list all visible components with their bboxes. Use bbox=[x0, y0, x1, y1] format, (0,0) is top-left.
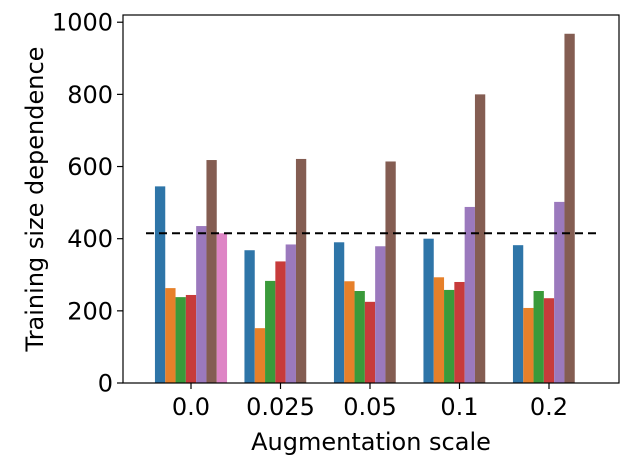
bar-0.2-series-4 bbox=[543, 298, 555, 383]
x-tick-label: 0.05 bbox=[343, 393, 396, 421]
bar-0.05-series-3 bbox=[354, 291, 365, 383]
x-axis-ticks: 0.0 0.025 0.05 0.1 0.2 bbox=[172, 383, 568, 421]
y-tick-label: 200 bbox=[67, 297, 113, 325]
y-tick-label: 1000 bbox=[52, 9, 113, 37]
bar-0.025-series-3 bbox=[265, 280, 276, 383]
bar-0.0-series-7 bbox=[216, 233, 228, 383]
bar-0.025-series-2 bbox=[254, 328, 266, 383]
x-axis-label: Augmentation scale bbox=[251, 428, 491, 456]
bar-0.2-series-6 bbox=[564, 33, 575, 383]
bar-0.1-series-4 bbox=[454, 281, 465, 383]
bar-0.0-series-6 bbox=[206, 160, 217, 383]
bar-0.1-series-5 bbox=[464, 206, 475, 383]
bar-0.05-series-1 bbox=[333, 242, 345, 383]
y-tick-label: 400 bbox=[67, 225, 113, 253]
bar-0.0-series-3 bbox=[175, 297, 186, 383]
bar-0.2-series-5 bbox=[554, 201, 565, 383]
bar-0.1-series-1 bbox=[423, 238, 434, 383]
bar-0.0-series-4 bbox=[185, 294, 197, 383]
bar-0.05-series-5 bbox=[375, 246, 386, 383]
bars-layer bbox=[154, 33, 575, 384]
bar-0.025-series-1 bbox=[244, 250, 255, 383]
bar-0.2-series-2 bbox=[523, 307, 534, 383]
bar-0.025-series-5 bbox=[285, 244, 296, 383]
x-tick-label: 0.0 bbox=[172, 393, 210, 421]
bar-0.1-series-3 bbox=[444, 289, 455, 383]
y-axis-ticks: 0 200 400 600 800 1000 bbox=[52, 9, 123, 398]
bar-0.0-series-5 bbox=[196, 226, 207, 383]
bar-0.1-series-2 bbox=[433, 277, 445, 383]
bar-0.2-series-3 bbox=[533, 291, 544, 383]
bar-0.05-series-2 bbox=[344, 281, 355, 383]
bar-0.05-series-4 bbox=[364, 301, 376, 383]
bar-0.0-series-1 bbox=[154, 186, 166, 383]
y-tick-label: 600 bbox=[67, 153, 113, 181]
bar-0.05-series-6 bbox=[385, 161, 396, 383]
bar-0.0-series-2 bbox=[165, 288, 176, 383]
y-axis-label: Training size dependence bbox=[21, 47, 49, 353]
bar-0.2-series-1 bbox=[512, 245, 524, 383]
y-tick-label: 0 bbox=[98, 370, 113, 398]
bar-0.1-series-6 bbox=[474, 94, 486, 384]
x-tick-label: 0.025 bbox=[246, 393, 315, 421]
y-tick-label: 800 bbox=[67, 81, 113, 109]
bar-0.025-series-6 bbox=[295, 158, 307, 383]
axes-frame bbox=[122, 14, 620, 384]
x-tick-label: 0.1 bbox=[440, 393, 478, 421]
bar-0.025-series-4 bbox=[275, 261, 286, 383]
x-tick-label: 0.2 bbox=[530, 393, 568, 421]
